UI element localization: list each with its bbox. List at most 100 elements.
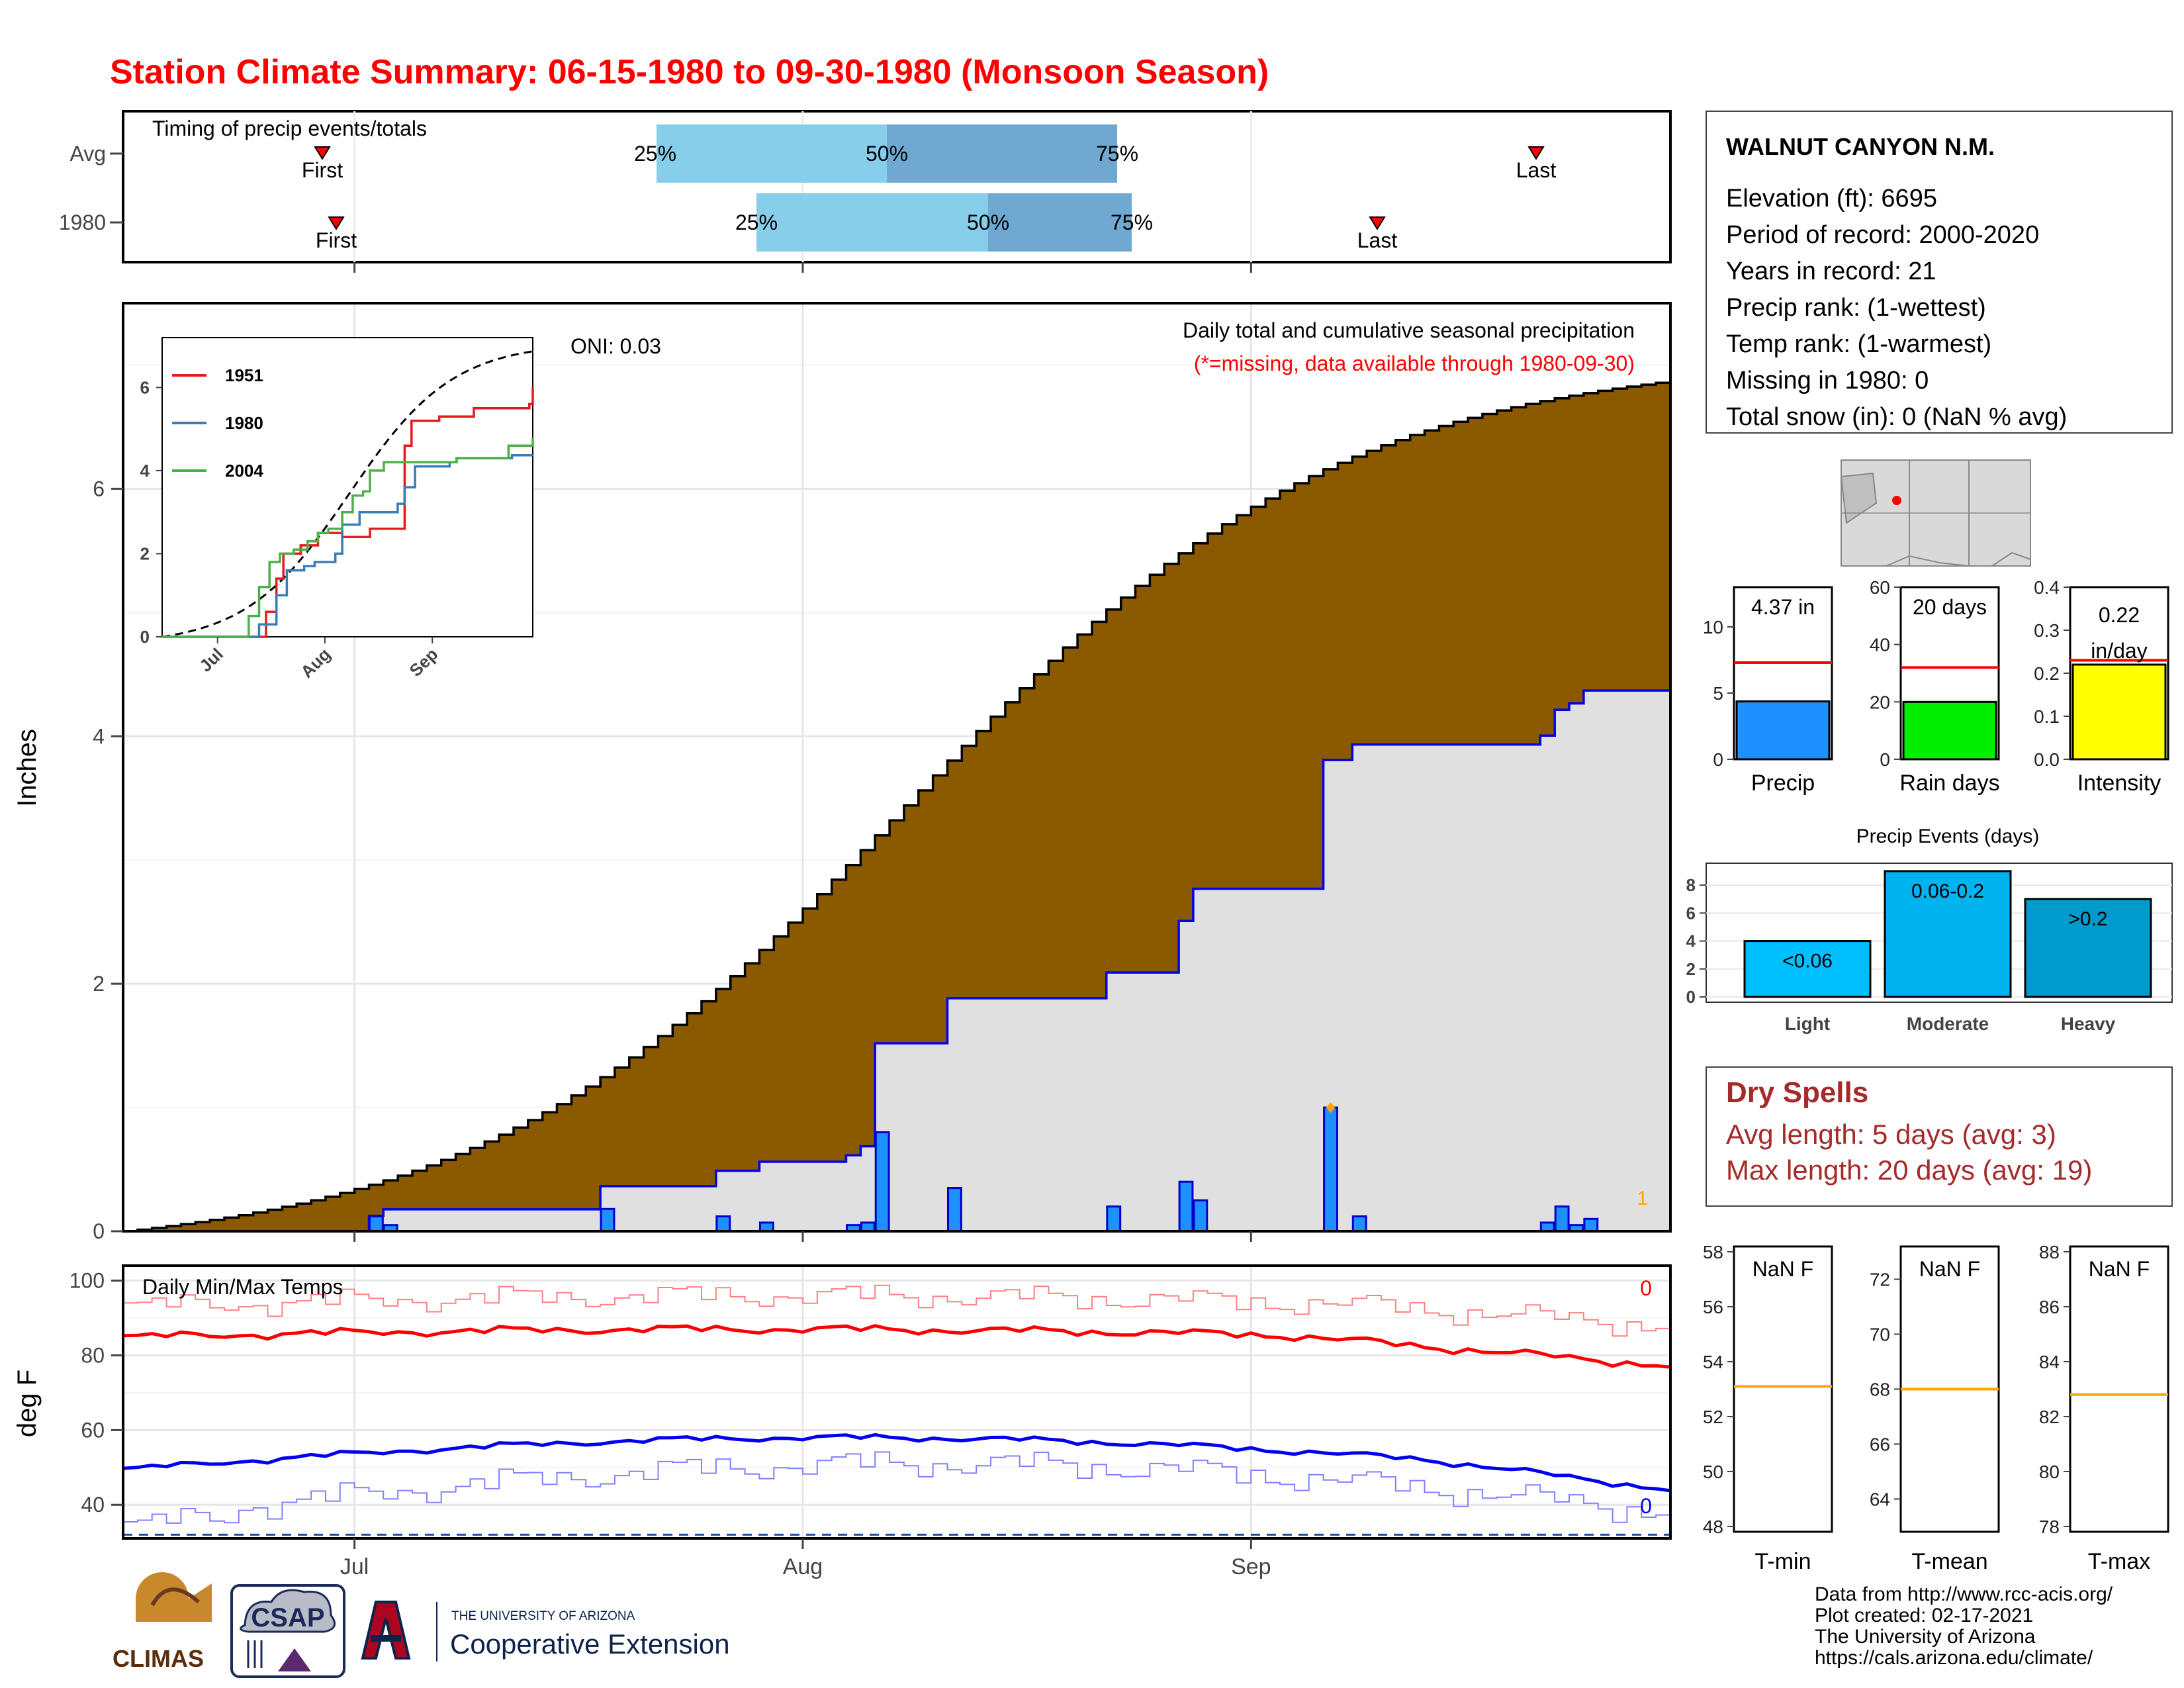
timing-label: Timing of precip events/totals <box>152 117 427 140</box>
avg-25-label: 25% <box>634 142 676 165</box>
summary-y-tick-label: 0.0 <box>2034 749 2060 770</box>
inset-legend-label: 1951 <box>225 365 263 385</box>
csap-logo: CSAP <box>230 1584 345 1678</box>
temp-box-y-tick-label: 84 <box>2039 1352 2060 1372</box>
temp-box-y-tick-label: 54 <box>1703 1352 1723 1372</box>
temps-ylabel: deg F <box>13 1370 42 1437</box>
summary-bar-rain-days: 0 20 40 60 20 days Rain days <box>1870 577 2000 796</box>
avg-50-label: 50% <box>866 142 908 165</box>
summary-y-tick-label: 0.4 <box>2034 577 2060 598</box>
station-info: WALNUT CANYON N.M. Elevation (ft): 6695 P… <box>1706 111 2173 434</box>
y1980-25-label: 25% <box>735 211 778 234</box>
temp-box-value: NaN F <box>1752 1257 1813 1281</box>
temps-min-count: 0 <box>1640 1494 1652 1518</box>
station-info-line: Elevation (ft): 6695 <box>1726 185 1937 212</box>
events-y-tick-label: 6 <box>1686 903 1696 923</box>
inset-legend: 1951 1980 2004 <box>172 365 263 481</box>
oni-label: ONI: 0.03 <box>570 334 661 358</box>
climas-logo: CLIMAS <box>113 1572 212 1672</box>
y1980-50-label: 50% <box>967 211 1009 234</box>
avg-75-label: 75% <box>1096 142 1138 165</box>
temp-y-tick-label: 100 <box>69 1269 105 1293</box>
credit-line: The University of Arizona <box>1815 1626 2036 1648</box>
station-info-line: Temp rank: (1-warmest) <box>1726 330 1991 358</box>
ua-logo: THE UNIVERSITY OF ARIZONA Cooperative Ex… <box>361 1601 730 1662</box>
temp-box-label: T-mean <box>1911 1549 1987 1574</box>
temp-box-y-tick-label: 48 <box>1703 1517 1723 1537</box>
daily-precip-bar <box>1193 1199 1208 1233</box>
timing-row-avg: Avg <box>69 142 106 165</box>
record-min-line <box>123 1451 1671 1524</box>
summary-y-tick-label: 0.3 <box>2034 620 2060 641</box>
temp-y-tick-label: 40 <box>81 1493 105 1517</box>
temp-box-t-mean: 64 66 68 70 72 NaN F T-mean <box>1870 1245 2000 1574</box>
events-bar-heavy <box>2024 898 2152 998</box>
daily-precip-bar <box>946 1187 962 1233</box>
daily-precip-bar <box>1583 1217 1599 1233</box>
temp-box-y-tick-label: 82 <box>2039 1407 2060 1427</box>
events-plot: 0 2 4 6 8 <0.06 Light 0.06-0.2 Moderate >0.2 Heavy <box>1686 870 2172 1034</box>
inset-y-tick-label: 4 <box>140 461 150 481</box>
temp-box-y-tick-label: 66 <box>1870 1434 1890 1455</box>
station-name: WALNUT CANYON N.M. <box>1726 133 1995 160</box>
temp-y-tick-label: 80 <box>81 1343 105 1367</box>
inset-series-line <box>162 387 534 638</box>
svg-text:Cooperative Extension: Cooperative Extension <box>450 1628 730 1660</box>
daily-precip-bar <box>1554 1205 1570 1233</box>
temp-y-tick-label: 60 <box>81 1418 105 1442</box>
summary-y-tick-label: 0.2 <box>2034 663 2060 684</box>
inset-y-tick-label: 0 <box>140 627 150 647</box>
station-info-line: Years in record: 21 <box>1726 258 1936 285</box>
events-bar-light <box>1743 940 1872 998</box>
daily-precip-bar <box>600 1207 615 1233</box>
locator-map <box>1840 459 2031 567</box>
temp-box-y-tick-label: 72 <box>1870 1270 1890 1290</box>
daily-precip-bar <box>1351 1215 1367 1233</box>
temp-box-y-tick-label: 52 <box>1703 1407 1723 1427</box>
dry-spells-box: Dry Spells Avg length: 5 days (avg: 3) M… <box>1706 1066 2173 1207</box>
timing-panel: Timing of precip events/totals Avg 1980 … <box>59 110 1672 273</box>
events-bar-label: 0.06-0.2 <box>1911 880 1984 902</box>
dry-spells-avg: Avg length: 5 days (avg: 3) <box>1726 1119 2056 1150</box>
summary-y-tick-label: 0 <box>1713 749 1723 770</box>
svg-text:CSAP: CSAP <box>251 1603 324 1632</box>
temp-box-y-tick-label: 56 <box>1703 1297 1723 1317</box>
temp-box-y-tick-label: 88 <box>2039 1242 2060 1262</box>
inset-plot <box>161 350 534 638</box>
station-info-line: Total snow (in): 0 (NaN % avg) <box>1726 403 2067 431</box>
station-info-line: Missing in 1980: 0 <box>1726 367 1929 395</box>
summary-y-tick-label: 40 <box>1870 635 1890 655</box>
temp-box-y-tick-label: 50 <box>1703 1462 1723 1482</box>
temp-box-frame <box>1733 1245 1833 1533</box>
temp-box-y-tick-label: 80 <box>2039 1462 2060 1482</box>
events-y-tick-label: 2 <box>1686 959 1696 979</box>
avg-first-label: First <box>302 158 343 182</box>
cumulative-1980-area <box>123 690 1670 1231</box>
events-bar-moderate <box>1884 870 2012 998</box>
inset-y-tick-label: 6 <box>140 377 150 397</box>
precip-events-chart: Precip Events (days) 0 2 4 6 8 <0.06 Light 0.06… <box>1686 825 2173 1034</box>
temp-box-y-tick-label: 78 <box>2039 1517 2060 1537</box>
temp-box-y-tick-label: 58 <box>1703 1242 1723 1262</box>
deficit-area <box>123 381 1670 1231</box>
station-location-marker <box>1892 496 1901 505</box>
main-plot <box>123 381 1672 1233</box>
summary-category-label: Rain days <box>1899 771 1999 796</box>
logos: CLIMAS CSAP THE UNIVERSITY OF ARIZONA Co… <box>113 1572 730 1678</box>
temp-box-label: T-min <box>1755 1549 1811 1574</box>
temp-box-y-tick-label: 70 <box>1870 1325 1890 1345</box>
max-daily-marker <box>1326 1102 1336 1113</box>
temp-plot <box>122 1284 1671 1536</box>
temps-max-count: 0 <box>1640 1276 1652 1300</box>
credit-line: Plot created: 02-17-2021 <box>1815 1605 2033 1626</box>
x-tick-label: Aug <box>783 1554 823 1579</box>
daily-precip-bar <box>715 1215 731 1233</box>
daily-precip-bar <box>1323 1106 1338 1233</box>
y1980-first-label: First <box>316 228 357 252</box>
events-bar-label: <0.06 <box>1782 951 1833 972</box>
main-missing-note: (*=missing, data available through 1980-… <box>1194 352 1635 375</box>
avg-max-temp-line <box>122 1324 1671 1369</box>
